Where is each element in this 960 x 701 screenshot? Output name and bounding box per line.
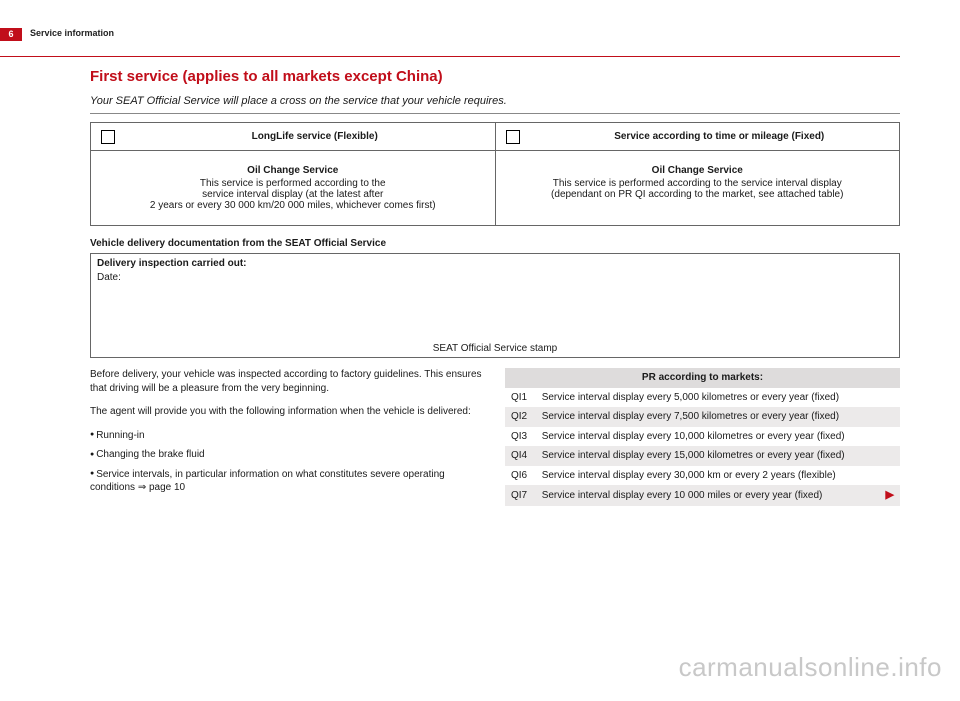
service-left-header: LongLife service (Flexible) [252,130,378,144]
pr-code: QI6 [505,466,536,486]
service-left-body: Oil Change Service This service is perfo… [91,151,496,226]
document-page: 6 Service information First service (app… [0,0,960,701]
pr-code: QI3 [505,427,536,447]
pr-text: Service interval display every 10 000 mi… [536,485,880,506]
paragraph-1: Before delivery, your vehicle was inspec… [90,368,485,395]
service-left-line2: service interval display (at the latest … [202,189,383,200]
checkbox-icon [506,130,520,144]
paragraph-2: The agent will provide you with the foll… [90,405,485,419]
pr-arrow-cell [880,427,900,447]
service-right-header: Service according to time or mileage (Fi… [614,130,824,144]
pr-code: QI4 [505,446,536,466]
service-left-title: Oil Change Service [109,165,477,176]
delivery-date-label: Date: [97,272,893,283]
table-row: QI4 Service interval display every 15,00… [505,446,900,466]
table-row: QI1 Service interval display every 5,000… [505,388,900,408]
pr-code: QI1 [505,388,536,408]
pr-arrow-cell [880,388,900,408]
table-row: QI3 Service interval display every 10,00… [505,427,900,447]
two-column-layout: Before delivery, your vehicle was inspec… [90,368,900,506]
page-content: First service (applies to all markets ex… [90,68,900,506]
list-item: Changing the brake fluid [90,448,485,462]
pr-text: Service interval display every 5,000 kil… [536,388,880,408]
pr-arrow-cell [880,407,900,427]
pr-text: Service interval display every 7,500 kil… [536,407,880,427]
service-left-line1: This service is performed according to t… [200,178,386,189]
pr-arrow-cell [880,446,900,466]
bullet-list: Running-in Changing the brake fluid Serv… [90,429,485,495]
delivery-heading: Vehicle delivery documentation from the … [90,238,900,249]
service-type-table: LongLife service (Flexible) Service acco… [90,122,900,226]
page-number-tab: 6 [0,28,22,41]
service-left-header-cell: LongLife service (Flexible) [91,123,496,151]
running-header: Service information [30,28,114,38]
header-rule [0,56,900,57]
watermark-text: carmanualsonline.info [679,652,942,683]
pr-arrow-cell [880,466,900,486]
pr-code: QI7 [505,485,536,506]
table-row: QI2 Service interval display every 7,500… [505,407,900,427]
pr-markets-table: PR according to markets: QI1 Service int… [505,368,900,506]
pr-text: Service interval display every 10,000 ki… [536,427,880,447]
pr-table-header: PR according to markets: [505,368,900,388]
service-right-line2: (dependant on PR QI according to the mar… [551,189,843,200]
delivery-label: Delivery inspection carried out: [97,258,893,269]
left-column: Before delivery, your vehicle was inspec… [90,368,485,506]
service-right-line1: This service is performed according to t… [553,178,842,189]
delivery-stamp-box: Delivery inspection carried out: Date: S… [90,253,900,358]
service-right-body: Oil Change Service This service is perfo… [495,151,900,226]
subtitle-rule [90,113,900,114]
pr-code: QI2 [505,407,536,427]
pr-arrow-cell: ▶ [880,485,900,506]
service-left-line3: 2 years or every 30 000 km/20 000 miles,… [150,200,436,211]
checkbox-icon [101,130,115,144]
delivery-stamp-text: SEAT Official Service stamp [91,343,899,354]
table-header-row: PR according to markets: [505,368,900,388]
pr-text: Service interval display every 30,000 km… [536,466,880,486]
continue-arrow-icon: ▶ [886,489,894,501]
right-column: PR according to markets: QI1 Service int… [505,368,900,506]
page-title: First service (applies to all markets ex… [90,68,900,85]
table-row: QI7 Service interval display every 10 00… [505,485,900,506]
service-right-title: Oil Change Service [514,165,882,176]
page-subtitle: Your SEAT Official Service will place a … [90,95,900,107]
list-item: Running-in [90,429,485,443]
pr-text: Service interval display every 15,000 ki… [536,446,880,466]
list-item: Service intervals, in particular informa… [90,468,485,495]
page-reference: ⇒ page 10 [138,482,185,493]
service-right-header-cell: Service according to time or mileage (Fi… [495,123,900,151]
table-row: QI6 Service interval display every 30,00… [505,466,900,486]
